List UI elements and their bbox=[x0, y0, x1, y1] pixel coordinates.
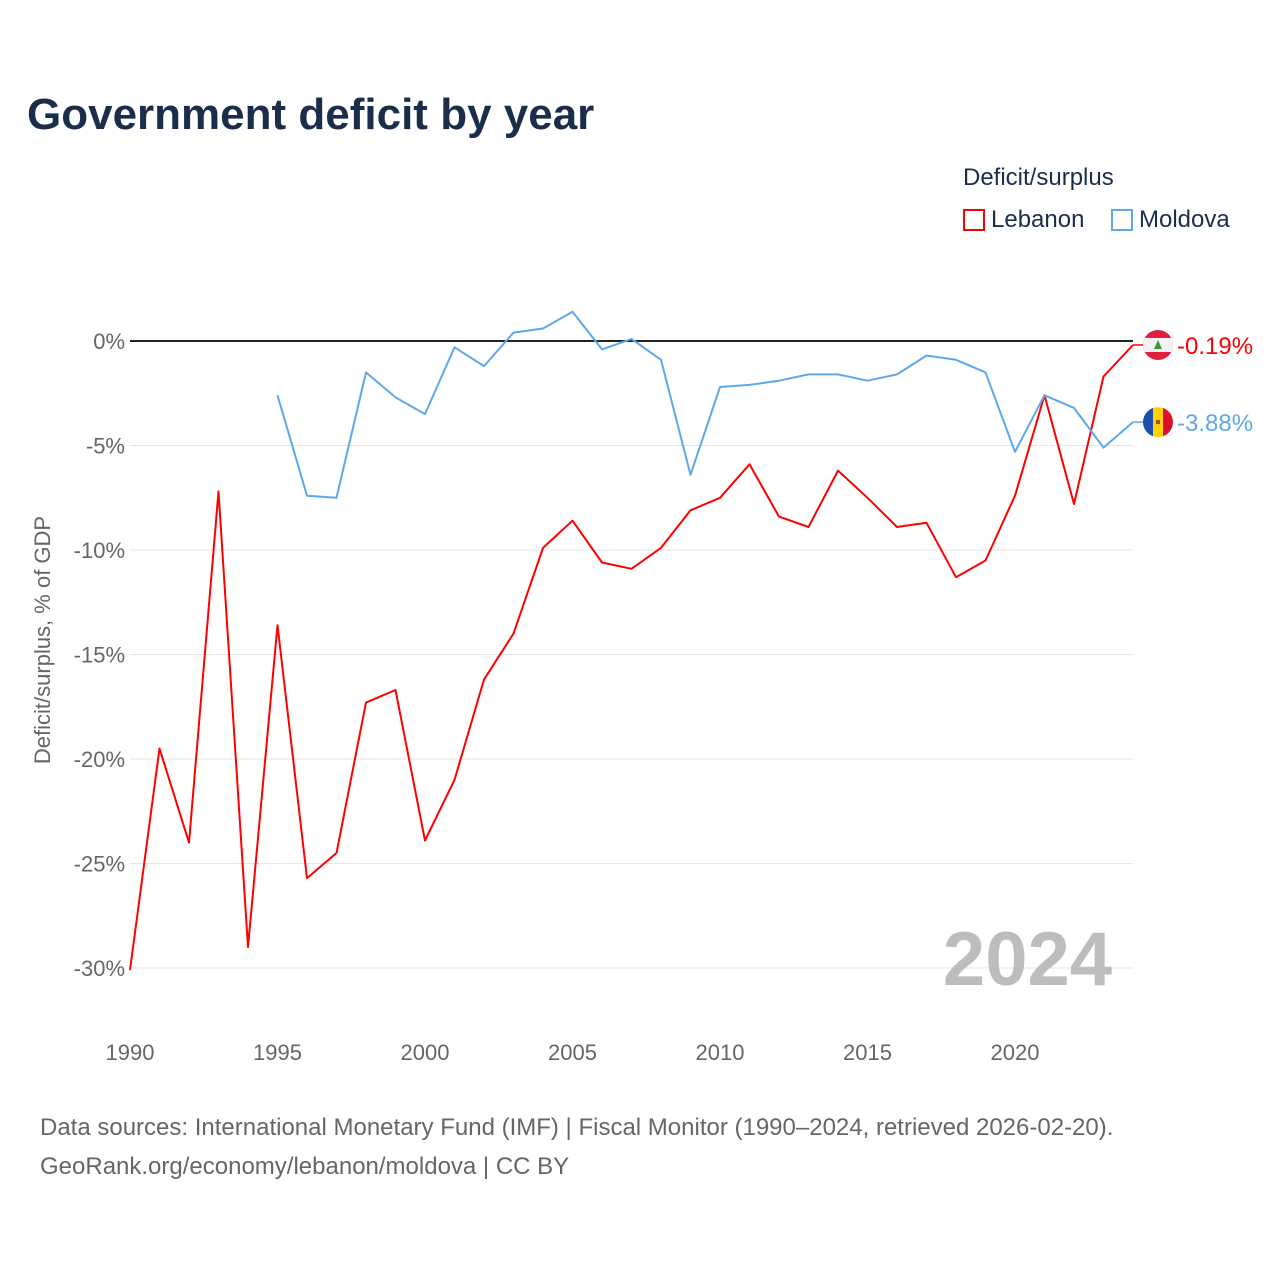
legend-swatch-lebanon bbox=[963, 209, 985, 231]
series-line-moldova bbox=[276, 310, 1134, 499]
y-tick-label: -30% bbox=[74, 956, 125, 981]
source-line-1: Data sources: International Monetary Fun… bbox=[40, 1114, 1114, 1141]
x-tick-label: 2020 bbox=[991, 1040, 1040, 1065]
legend-label-moldova: Moldova bbox=[1139, 206, 1230, 233]
y-tick-label: -5% bbox=[86, 434, 125, 459]
end-label-moldova: -3.88% bbox=[1177, 410, 1253, 437]
chart-title: Government deficit by year bbox=[27, 90, 595, 139]
y-tick-label: -25% bbox=[74, 852, 125, 877]
year-watermark: 2024 bbox=[943, 917, 1112, 1002]
moldova-flag-icon bbox=[1143, 407, 1173, 438]
x-tick-label: 2005 bbox=[548, 1040, 597, 1065]
y-tick-label: -20% bbox=[74, 747, 125, 772]
y-tick-label: 0% bbox=[93, 329, 125, 354]
y-tick-label: -15% bbox=[74, 643, 125, 668]
x-tick-label: 2010 bbox=[696, 1040, 745, 1065]
legend-swatch-moldova bbox=[1111, 209, 1133, 231]
end-label-lebanon: -0.19% bbox=[1177, 333, 1253, 360]
x-tick-label: 1990 bbox=[106, 1040, 155, 1065]
y-tick-label: -10% bbox=[74, 538, 125, 563]
x-tick-label: 2000 bbox=[401, 1040, 450, 1065]
legend-item-lebanon[interactable]: Lebanon bbox=[963, 206, 1084, 234]
legend-title: Deficit/surplus bbox=[963, 164, 1114, 191]
x-tick-label: 1995 bbox=[253, 1040, 302, 1065]
source-line-2[interactable]: GeoRank.org/economy/lebanon/moldova | CC… bbox=[40, 1153, 570, 1180]
legend-label-lebanon: Lebanon bbox=[991, 206, 1085, 233]
legend-item-moldova[interactable]: Moldova bbox=[1111, 206, 1230, 234]
source-note: Data sources: International Monetary Fun… bbox=[40, 1108, 1113, 1186]
series-line-lebanon bbox=[129, 344, 1134, 971]
x-tick-label: 2015 bbox=[843, 1040, 892, 1065]
y-axis-label: Deficit/surplus, % of GDP bbox=[30, 516, 55, 764]
lebanon-flag-icon bbox=[1143, 329, 1173, 360]
